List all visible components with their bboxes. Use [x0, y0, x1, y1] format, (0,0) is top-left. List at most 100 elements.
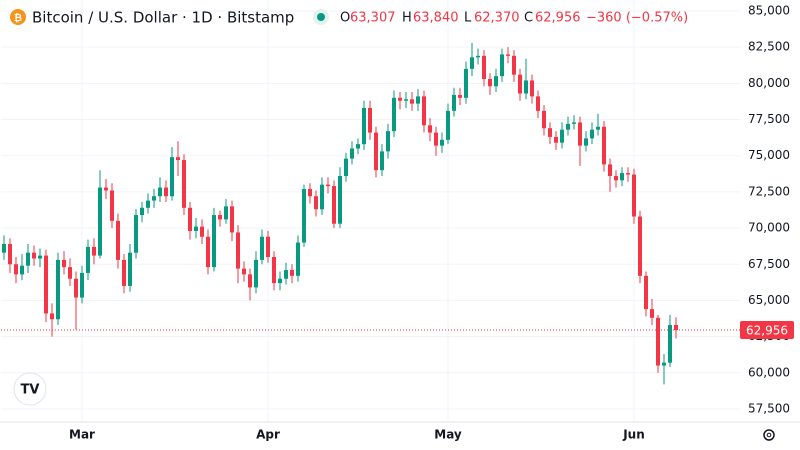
bitcoin-glyph: ₿	[14, 12, 22, 24]
y-tick-label: 85,000	[748, 3, 790, 17]
candle-body	[152, 196, 156, 201]
candle-body	[224, 206, 228, 220]
candle-body	[404, 99, 408, 101]
candle-body	[278, 278, 282, 284]
y-tick-label: 60,000	[748, 365, 790, 379]
y-tick-label: 82,500	[748, 40, 790, 54]
candle-body	[170, 157, 174, 197]
y-tick-label: 57,500	[748, 401, 790, 415]
candle-body	[602, 126, 606, 165]
candle-body	[8, 243, 12, 265]
candle-body	[662, 362, 666, 366]
candle-body	[386, 131, 390, 152]
legend-value: 62,370	[474, 11, 520, 26]
candle-body	[164, 187, 168, 197]
candle-body	[362, 107, 366, 145]
candle-body	[158, 187, 162, 197]
candle-body	[536, 96, 540, 111]
legend-key: C	[524, 11, 533, 26]
candle-body	[380, 151, 384, 171]
candle-body	[368, 107, 372, 133]
candle-body	[26, 252, 30, 266]
candle-body	[446, 110, 450, 140]
candle-body	[68, 267, 72, 279]
candle-body	[284, 270, 288, 279]
candle-body	[32, 252, 36, 259]
candle-body	[554, 136, 558, 143]
candle-body	[92, 246, 96, 256]
candle-body	[20, 265, 24, 275]
candle-body	[374, 132, 378, 171]
legend-key: O	[340, 11, 350, 26]
candle-body	[344, 158, 348, 176]
candle-body	[302, 189, 306, 243]
candle-body	[668, 325, 672, 363]
candle-body	[206, 236, 210, 268]
candle-body	[242, 268, 246, 275]
grid	[0, 0, 800, 423]
candle-body	[578, 122, 582, 146]
candle-body	[434, 132, 438, 146]
legend-key: L	[464, 11, 472, 26]
candle-body	[332, 186, 336, 224]
candle-body	[608, 164, 612, 176]
candle-body	[458, 94, 462, 98]
candle-body	[296, 242, 300, 276]
candle-body	[218, 215, 222, 220]
y-tick-label: 67,500	[748, 257, 790, 271]
settings-icon[interactable]	[763, 429, 775, 441]
legend-value: 62,956	[535, 11, 581, 26]
candle-body	[614, 175, 618, 181]
y-tick-label: 65,000	[748, 293, 790, 307]
candle-body	[122, 259, 126, 286]
candle-body	[254, 259, 258, 288]
candle-body	[572, 122, 576, 124]
candle-body	[416, 96, 420, 104]
candle-body	[194, 226, 198, 231]
candle-body	[656, 317, 660, 366]
candle-body	[80, 272, 84, 298]
candle-body	[524, 80, 528, 94]
candle-body	[236, 232, 240, 269]
candle-body	[620, 173, 624, 181]
legend-value: 63,840	[413, 11, 459, 26]
logo: TV	[21, 383, 40, 398]
candle-body	[74, 278, 78, 298]
last-price-label: 62,956	[746, 324, 788, 338]
candle-body	[140, 207, 144, 216]
candle-body	[272, 257, 276, 284]
candle-body	[632, 174, 636, 217]
candle-body	[506, 54, 510, 56]
candle-body	[104, 187, 108, 191]
candle-body	[482, 55, 486, 80]
candle-body	[248, 274, 252, 288]
candle-body	[128, 252, 132, 286]
candle-body	[596, 126, 600, 130]
candle-body	[518, 74, 522, 94]
candle-body	[410, 99, 414, 104]
candle-body	[650, 309, 654, 318]
candle-body	[188, 207, 192, 231]
candle-body	[500, 54, 504, 77]
candle-body	[266, 236, 270, 258]
candle-body	[290, 270, 294, 276]
candle-body	[494, 76, 498, 87]
candle-body	[440, 139, 444, 146]
x-tick-label: Mar	[69, 428, 95, 442]
chart-title: Bitcoin / U.S. Dollar · 1D · Bitstamp	[32, 9, 294, 27]
candle-body	[110, 190, 114, 221]
candle-body	[62, 259, 66, 268]
candle-body	[134, 215, 138, 253]
logo-badge[interactable]	[13, 372, 47, 406]
candle-body	[44, 255, 48, 314]
candle-body	[320, 184, 324, 210]
candle-body	[548, 128, 552, 137]
candle-body	[638, 216, 642, 276]
candle-body	[464, 68, 468, 98]
candle-body	[182, 160, 186, 208]
candle-body	[338, 175, 342, 224]
candle-body	[56, 259, 60, 320]
